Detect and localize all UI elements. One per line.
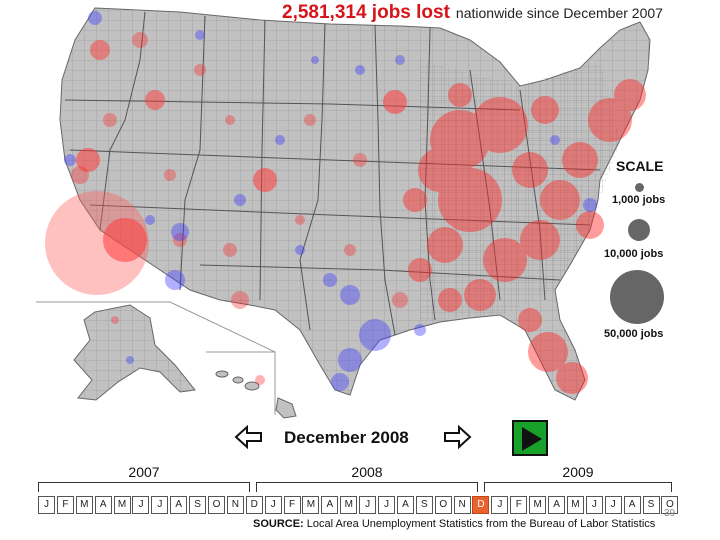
source-label: SOURCE: (253, 518, 304, 530)
year-group-2007: 2007 (38, 464, 250, 492)
job-change-bubbles (45, 11, 646, 394)
month-button[interactable]: J (151, 496, 169, 514)
month-button[interactable]: M (340, 496, 358, 514)
scale-dot-large (610, 270, 664, 324)
month-button[interactable]: A (94, 496, 112, 514)
alaska-inset (36, 301, 276, 401)
month-button[interactable]: O (661, 496, 679, 514)
play-button[interactable] (512, 420, 548, 456)
year-group-2008: 2008 (256, 464, 478, 492)
month-button[interactable]: A (623, 496, 641, 514)
month-button[interactable]: F (56, 496, 74, 514)
month-button[interactable]: D (245, 496, 263, 514)
month-button[interactable]: J (585, 496, 603, 514)
month-button[interactable]: M (566, 496, 584, 514)
month-button[interactable]: F (283, 496, 301, 514)
month-button[interactable]: O (208, 496, 226, 514)
current-month-label: December 2008 (284, 428, 409, 447)
month-button[interactable]: O (434, 496, 452, 514)
jobs-lost-total: 2,581,314 jobs lost (282, 2, 450, 23)
right-arrow-icon[interactable] (442, 424, 472, 450)
hawaii-inset (206, 351, 297, 419)
scale-dot-small (635, 183, 644, 192)
headline-subtitle: nationwide since December 2007 (455, 5, 663, 21)
scale-legend: SCALE 1,000 jobs 10,000 jobs 50,000 jobs (596, 155, 706, 345)
month-button[interactable]: M (302, 496, 320, 514)
month-button[interactable]: M (75, 496, 93, 514)
month-button[interactable]: D (472, 496, 490, 514)
month-button[interactable]: N (453, 496, 471, 514)
month-button[interactable]: S (415, 496, 433, 514)
scale-dot-medium (628, 219, 650, 241)
left-arrow-icon[interactable] (234, 424, 264, 450)
us-county-map (36, 7, 651, 419)
month-button[interactable]: J (378, 496, 396, 514)
month-button[interactable]: J (38, 496, 55, 514)
month-button[interactable]: M (113, 496, 131, 514)
year-group-2009: 2009 (484, 464, 672, 492)
month-button[interactable]: A (321, 496, 339, 514)
month-button[interactable]: N (226, 496, 244, 514)
month-button[interactable]: A (548, 496, 566, 514)
source-text: Local Area Unemployment Statistics from … (306, 518, 656, 530)
year-label: 2008 (351, 464, 383, 480)
month-button[interactable]: J (264, 496, 282, 514)
scale-title: SCALE (616, 158, 664, 174)
year-label: 2007 (128, 464, 160, 480)
headline: 2,581,314 jobs lost nationwide since Dece… (282, 2, 663, 24)
month-button[interactable]: J (604, 496, 622, 514)
month-button[interactable]: J (132, 496, 150, 514)
scale-label-medium: 10,000 jobs (604, 248, 664, 260)
month-button[interactable]: M (529, 496, 547, 514)
month-button[interactable]: A (396, 496, 414, 514)
scale-label-small: 1,000 jobs (612, 194, 666, 206)
month-navigation: December 2008 (230, 418, 550, 462)
year-label: 2009 (562, 464, 594, 480)
month-button[interactable]: F (510, 496, 528, 514)
scale-label-large: 50,000 jobs (604, 328, 664, 340)
month-button[interactable]: A (170, 496, 188, 514)
month-button[interactable]: J (359, 496, 377, 514)
month-button[interactable]: S (642, 496, 660, 514)
month-button[interactable]: S (189, 496, 207, 514)
page-number: 39 (664, 508, 676, 519)
play-icon (522, 427, 542, 451)
contiguous-us (59, 7, 651, 401)
month-button[interactable]: J (491, 496, 509, 514)
source-note: SOURCE: Local Area Unemployment Statisti… (253, 518, 655, 530)
